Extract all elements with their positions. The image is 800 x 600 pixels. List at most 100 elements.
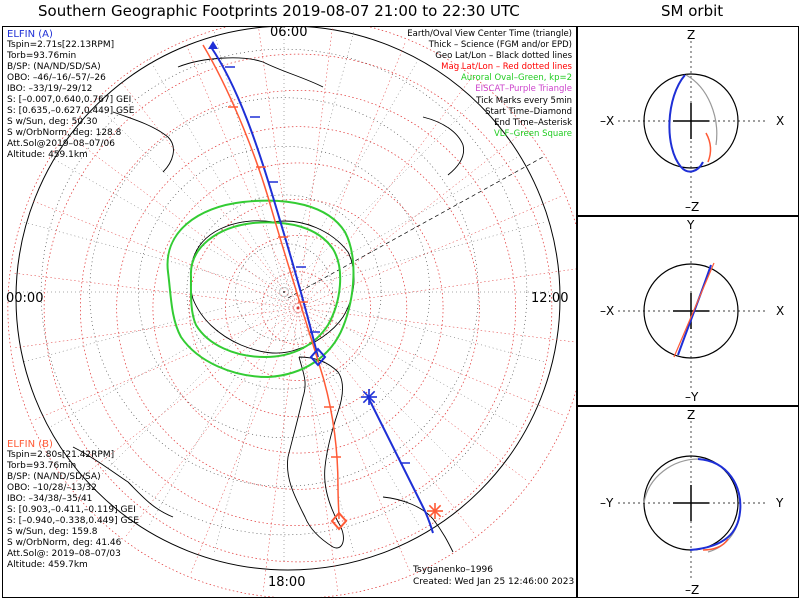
geo-lat-circle	[89, 97, 479, 487]
mag-lat-circle	[188, 198, 408, 418]
sm-axis-label-right: X	[776, 304, 784, 318]
mag-lat-circle	[43, 53, 553, 563]
elfin-a-start-diamond	[309, 347, 327, 367]
legend-entry: EISCAT–Purple Triangle	[475, 84, 572, 95]
geo-meridian	[283, 291, 520, 429]
sm-plot-xy: Y –Y –X X	[600, 218, 784, 404]
sm-panel-xz: Z –Z –X X	[577, 26, 799, 216]
elfin-a-line: S: [–0.007,0.640,0.767] GEI	[7, 95, 132, 105]
geo-meridian	[91, 291, 285, 485]
elfin-a-end-asterisk	[361, 389, 377, 405]
geo-meridian	[283, 291, 477, 485]
elfin-b-line: IBO: –34/38/–35/41	[7, 494, 93, 504]
mag-lat-circle	[225, 235, 371, 381]
elfin-a-track	[210, 46, 319, 358]
mag-meridian	[297, 27, 333, 309]
sm-axis-label-right: Y	[775, 496, 784, 510]
sm-axis-label-bottom: –Y	[685, 390, 699, 404]
mag-lat-circle	[152, 162, 444, 454]
elfin-a-line: OBO: –46/–16/–57/–26	[7, 73, 106, 83]
geo-meridian	[91, 99, 285, 293]
elfin-b-line: Torb=93.76min	[7, 461, 77, 471]
sm-axis-label-top: Y	[686, 218, 695, 232]
legend-entry: Tick Marks every 5min	[476, 95, 572, 106]
geo-meridian	[283, 99, 477, 293]
coastline	[112, 111, 174, 173]
model-credit: Tsyganenko–1996	[413, 565, 493, 575]
elfin-a-info: ELFIN (A) Tspin=2.71s[22.13RPM] Torb=93.7…	[7, 29, 134, 161]
coastline	[177, 57, 324, 88]
geo-meridian	[21, 291, 285, 363]
geo-meridian	[283, 221, 547, 293]
sm-axis-label-right: X	[776, 114, 784, 128]
elfin-b-line: Att.Sol@: 2019–08–07/03	[7, 549, 121, 559]
sm-panel-yz: Z –Z –Y Y	[577, 406, 799, 598]
elfin-a-line: Torb=93.76min	[7, 51, 77, 61]
coastline	[422, 116, 465, 176]
elfin-b-line: B/SP: (NA/ND/SD/SA)	[7, 472, 101, 482]
elfin-b-track	[202, 44, 340, 520]
sm-axis-label-left: –X	[600, 304, 614, 318]
mag-meridian	[35, 307, 299, 420]
elfin-a-line: S: [0.635,–0.627,0.449] GSE	[7, 106, 135, 116]
sm-orbit-trace	[685, 74, 718, 146]
elfin-b-line: Tspin=2.80s[21.42RPM]	[7, 450, 115, 460]
elfin-a-name: ELFIN (A)	[7, 29, 53, 40]
legend: Earth/Oval View Center Time (triangle) Th…	[407, 29, 572, 140]
mag-lat-circle	[80, 90, 516, 526]
created-timestamp: Created: Wed Jan 25 12:46:00 2023	[413, 577, 575, 587]
sm-axis-label-bottom: –Z	[685, 583, 699, 597]
elfin-b-line: S: [–0.940,–0.338,0.449] GSE	[7, 516, 139, 526]
sm-orbit-b	[702, 538, 729, 551]
elfin-b-start-diamond	[330, 511, 348, 531]
sm-plot-yz: Z –Z –Y Y	[600, 408, 784, 597]
sm-axis-label-top: Z	[687, 408, 695, 422]
sm-plot-xz: Z –Z –X X	[600, 28, 784, 214]
elfin-a-track-end	[367, 396, 434, 534]
elfin-a-view-triangle	[208, 41, 218, 49]
elfin-b-end-asterisk	[427, 503, 443, 519]
mag-meridian	[297, 196, 561, 309]
elfin-a-line: IBO: –33/19/–29/12	[7, 84, 93, 94]
sm-axis-label-top: Z	[687, 28, 695, 42]
sm-orbit-a	[689, 458, 742, 551]
elfin-a-line: Tspin=2.71s[22.13RPM]	[7, 40, 115, 50]
legend-entry: Thick – Science (FGM and/or EPD)	[428, 40, 572, 51]
elfin-b-line: S w/Sun, deg: 159.8	[7, 527, 98, 537]
geo-lat-circle	[186, 194, 382, 390]
legend-entry: End Time–Asterisk	[494, 117, 572, 128]
lt-label-left: 00:00	[6, 291, 44, 306]
legend-entry: Earth/Oval View Center Time (triangle)	[407, 29, 572, 39]
coastline	[382, 496, 454, 553]
geo-meridian	[283, 155, 520, 293]
geo-meridian	[283, 291, 547, 363]
elfin-b-line: S w/OrbNorm, deg: 41.46	[7, 538, 122, 548]
sm-axis-label-left: –X	[600, 114, 614, 128]
sm-orbit-b	[673, 262, 715, 358]
mag-lat-circle	[116, 126, 480, 490]
elfin-b-line: S: [0.903,–0.411,–0.119] GEI	[7, 505, 136, 515]
legend-entry: Start Time–Diamond	[485, 106, 572, 117]
elfin-a-line: Altitude: 459.1km	[7, 150, 88, 160]
figure-title: Southern Geographic Footprints 2019-08-0…	[38, 2, 520, 20]
elfin-b-line: OBO: –10/28/–13/32	[7, 483, 97, 493]
geo-meridian	[283, 29, 355, 293]
sm-orbit-a	[668, 74, 704, 173]
geo-meridian	[147, 291, 285, 528]
elfin-a-line: Att.Sol@2019–08–07/06	[7, 139, 115, 149]
geo-meridian	[283, 291, 355, 555]
geo-lat-circle	[40, 48, 528, 536]
elfin-b-lines: Tspin=2.80s[21.42RPM] Torb=93.76min B/SP: …	[7, 450, 139, 571]
noon-direction-line	[287, 156, 544, 299]
lt-label-top: 06:00	[270, 25, 308, 40]
coastline	[287, 356, 344, 549]
map-boundary	[15, 27, 561, 571]
lt-label-bottom: 18:00	[268, 575, 306, 590]
coastline	[72, 446, 174, 518]
geo-meridian	[213, 291, 285, 555]
geo-lat-circle	[137, 145, 431, 439]
mag-meridian	[186, 45, 299, 309]
sm-orbit-a	[677, 264, 712, 356]
mag-meridian	[297, 131, 524, 309]
